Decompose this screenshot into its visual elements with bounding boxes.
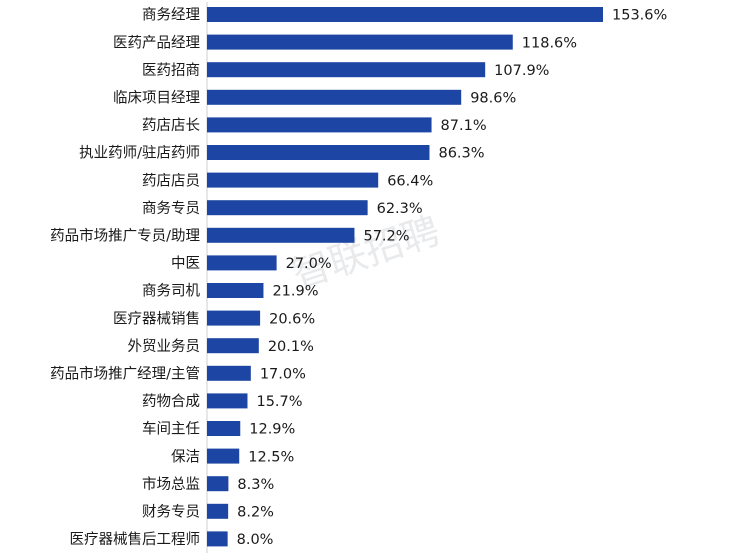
category-labels: 商务经理医药产品经理医药招商临床项目经理药店店长执业药师/驻店药师药店店员商务专… — [50, 7, 200, 548]
category-label-20: 医疗器械售后工程师 — [70, 531, 201, 548]
category-label-5: 药店店长 — [142, 117, 200, 134]
bar-8 — [207, 200, 368, 216]
value-label-15: 15.7% — [256, 394, 302, 410]
bar-20 — [207, 531, 228, 547]
bar-1 — [207, 7, 603, 22]
category-label-1: 商务经理 — [142, 7, 200, 24]
category-label-12: 医疗器械销售 — [113, 310, 200, 327]
value-label-7: 66.4% — [387, 173, 433, 189]
value-label-14: 17.0% — [260, 367, 306, 383]
category-label-4: 临床项目经理 — [113, 90, 200, 107]
category-label-8: 商务专员 — [142, 200, 200, 217]
bar-16 — [207, 421, 241, 436]
value-label-4: 98.6% — [470, 91, 516, 107]
category-label-19: 财务专员 — [142, 504, 200, 521]
value-label-5: 87.1% — [441, 118, 487, 134]
value-label-6: 86.3% — [438, 146, 484, 162]
category-label-10: 中医 — [171, 255, 200, 272]
category-label-7: 药店店员 — [142, 172, 200, 189]
bar-3 — [207, 62, 486, 78]
bar-18 — [207, 476, 229, 492]
value-label-18: 8.3% — [237, 477, 274, 493]
value-label-17: 12.5% — [248, 449, 294, 465]
value-label-19: 8.2% — [237, 505, 274, 521]
value-label-16: 12.9% — [249, 422, 295, 438]
bar-13 — [207, 338, 259, 354]
bar-15 — [207, 393, 248, 409]
value-label-2: 118.6% — [522, 35, 577, 51]
bar-2 — [207, 34, 513, 50]
bar-6 — [207, 145, 430, 160]
bar-14 — [207, 365, 251, 381]
category-label-17: 保洁 — [171, 448, 200, 465]
value-labels: 153.6% 118.6% 107.9% 98.6% 87.1% 86.3% 66.4% 62… — [237, 8, 668, 548]
category-label-14: 药品市场推广经理/主管 — [50, 366, 200, 383]
value-label-8: 62.3% — [377, 201, 423, 217]
bar-9 — [207, 227, 355, 243]
value-label-3: 107.9% — [494, 63, 549, 79]
value-label-20: 8.0% — [237, 532, 274, 548]
category-label-6: 执业药师/驻店药师 — [79, 145, 200, 162]
bars — [207, 7, 603, 547]
value-label-10: 27.0% — [286, 256, 332, 272]
bar-19 — [207, 503, 229, 519]
value-label-11: 21.9% — [272, 284, 318, 300]
category-label-9: 药品市场推广专员/助理 — [50, 228, 200, 245]
bar-10 — [207, 255, 277, 271]
bar-5 — [207, 117, 432, 133]
category-label-18: 市场总监 — [142, 476, 200, 493]
category-label-2: 医药产品经理 — [113, 34, 200, 51]
category-label-15: 药物合成 — [142, 393, 200, 410]
category-label-13: 外贸业务员 — [128, 338, 201, 355]
value-label-12: 20.6% — [269, 311, 315, 327]
category-label-11: 商务司机 — [142, 283, 200, 300]
value-label-1: 153.6% — [612, 8, 667, 24]
value-label-9: 57.2% — [363, 229, 409, 245]
bar-17 — [207, 448, 240, 464]
category-label-16: 车间主任 — [142, 421, 200, 438]
bar-12 — [207, 310, 261, 326]
category-label-3: 医药招商 — [142, 62, 200, 79]
bar-11 — [207, 283, 264, 298]
value-label-13: 20.1% — [268, 339, 314, 355]
bar-4 — [207, 89, 462, 105]
bar-7 — [207, 172, 379, 188]
